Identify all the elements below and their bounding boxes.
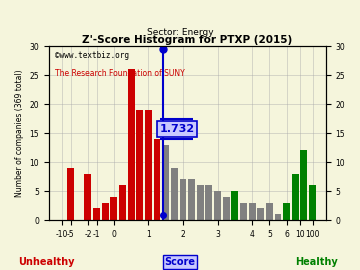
Bar (136, 110, 143, 220)
Bar (85, 174, 91, 220)
Bar (240, 203, 247, 220)
Bar (180, 180, 186, 220)
Bar (197, 185, 204, 220)
Text: ©www.textbiz.org: ©www.textbiz.org (55, 51, 129, 60)
Bar (188, 180, 195, 220)
Bar (67, 168, 74, 220)
Bar (162, 145, 169, 220)
Bar (249, 203, 256, 220)
Title: Z'-Score Histogram for PTXP (2015): Z'-Score Histogram for PTXP (2015) (82, 35, 292, 45)
Bar (111, 197, 117, 220)
Bar (231, 191, 238, 220)
Bar (206, 185, 212, 220)
Bar (171, 168, 178, 220)
Bar (102, 203, 109, 220)
Bar (301, 150, 307, 220)
Bar (283, 203, 290, 220)
Bar (223, 197, 230, 220)
Bar (145, 110, 152, 220)
Bar (257, 208, 264, 220)
Bar (266, 203, 273, 220)
Text: Unhealthy: Unhealthy (19, 257, 75, 267)
Bar (292, 174, 299, 220)
Bar (119, 185, 126, 220)
Bar (275, 214, 282, 220)
Bar (93, 208, 100, 220)
Bar (309, 185, 316, 220)
Text: Score: Score (165, 257, 195, 267)
Text: Sector: Energy: Sector: Energy (147, 28, 213, 37)
Bar (128, 69, 135, 220)
Bar (214, 191, 221, 220)
Text: The Research Foundation of SUNY: The Research Foundation of SUNY (55, 69, 184, 78)
Bar (154, 139, 161, 220)
Y-axis label: Number of companies (369 total): Number of companies (369 total) (15, 69, 24, 197)
Text: Healthy: Healthy (296, 257, 338, 267)
Text: 1.732: 1.732 (159, 124, 194, 134)
